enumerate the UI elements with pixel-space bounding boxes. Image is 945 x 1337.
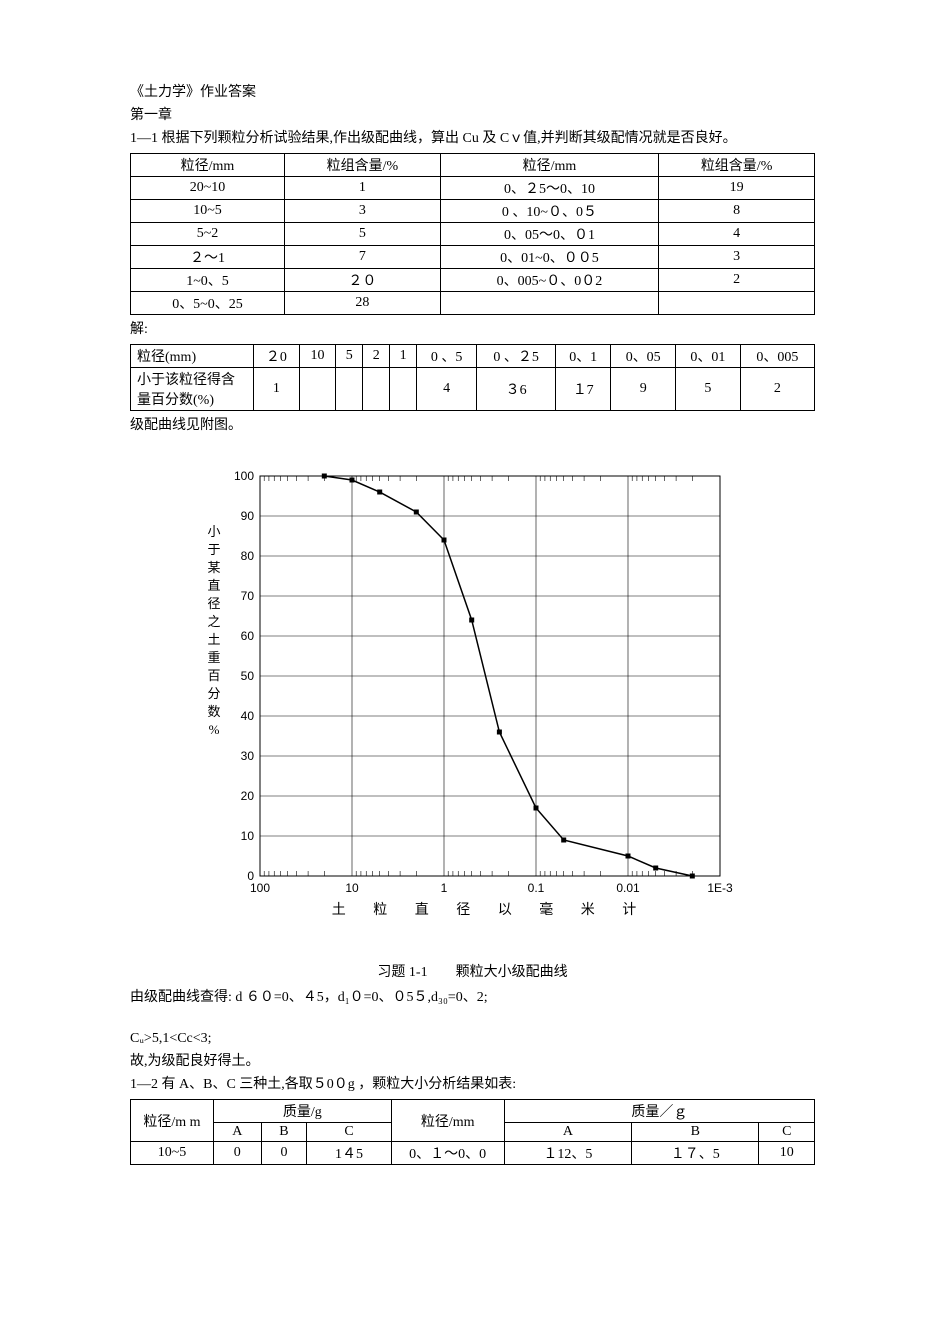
table-row: ２～170、01~0、００53 [131,246,815,269]
svg-text:20: 20 [241,789,255,803]
problem-1-2: 1—2 有 A、B、C 三种土,各取５0０g ，颗粒大小分析结果如表: [130,1074,815,1095]
table-row: 10~5 0 0 1４5 0、１～0、0 １12、5 １７、5 10 [131,1142,815,1165]
svg-text:70: 70 [241,589,255,603]
svg-text:1: 1 [441,881,448,895]
svg-text:40: 40 [241,709,255,723]
svg-text:小: 小 [207,524,220,539]
svg-text:30: 30 [241,749,255,763]
svg-text:10: 10 [345,881,359,895]
svg-text:%: % [209,722,220,737]
table-particle-groups: 粒径/mm 粒组含量/% 粒径/mm 粒组含量/% 20~1010、２5～0、1… [130,153,815,315]
solution-label: 解: [130,319,815,340]
svg-text:90: 90 [241,509,255,523]
svg-text:之: 之 [207,614,220,629]
svg-text:0.01: 0.01 [616,881,640,895]
svg-text:60: 60 [241,629,255,643]
t2-r1-label: 粒径(mm) [131,345,254,368]
t3-h-left: 粒径/m m [131,1100,214,1142]
svg-text:数: 数 [207,704,220,719]
t1-h0: 粒径/mm [131,154,285,177]
d-values: 由级配曲线查得: d ６０=0、４5，d₁０=0、０5５,d₃₀=0、2; [130,987,815,1008]
cu-cc: Cᵤ>5,1<Cc<3; [130,1028,815,1049]
table-row: 1~0、5２０0、005~０、0０22 [131,269,815,292]
curve-note: 级配曲线见附图。 [130,415,815,436]
table-abc-soils: 粒径/m m 质量/g 粒径/mm 质量／ｇ A B C A B C 10~5 … [130,1099,815,1165]
t1-h2: 粒径/mm [440,154,658,177]
t1-h3: 粒组含量/% [659,154,815,177]
chart-caption: 习题 1-1 颗粒大小级配曲线 [130,961,815,981]
t1-h1: 粒组含量/% [284,154,440,177]
table-row: 20~1010、２5～0、1019 [131,177,815,200]
svg-text:100: 100 [250,881,270,895]
svg-text:土 粒 直 径 以 毫 米 计: 土 粒 直 径 以 毫 米 计 [332,901,649,918]
svg-text:于: 于 [207,542,220,557]
svg-text:分: 分 [207,686,220,701]
chapter-label: 第一章 [130,105,815,126]
svg-text:0.1: 0.1 [528,881,545,895]
svg-text:重: 重 [207,650,220,665]
svg-text:10: 10 [241,829,255,843]
svg-text:直: 直 [207,578,220,593]
conclusion: 故,为级配良好得土。 [130,1051,815,1072]
t3-h-mass2: 质量／ｇ [504,1100,814,1123]
svg-text:径: 径 [207,596,220,611]
svg-text:土: 土 [207,632,220,647]
t2-r2-label: 小于该粒径得含量百分数(%) [131,368,254,411]
table-row: 5~250、05～0、０14 [131,223,815,246]
doc-title: 《土力学》作业答案 [130,82,815,103]
svg-text:50: 50 [241,669,255,683]
t3-h-mass: 质量/g [214,1100,392,1123]
svg-text:80: 80 [241,549,255,563]
table-row: 0、5~0、2528 [131,292,815,315]
svg-text:100: 100 [234,469,254,483]
table-row: 10~530 、10~０、0５8 [131,200,815,223]
t3-h-right: 粒径/mm [391,1100,504,1142]
problem-1-1: 1—1 根据下列颗粒分析试验结果,作出级配曲线，算出 Cu 及 Cｖ值,并判断其… [130,128,815,149]
svg-text:1E-3: 1E-3 [707,881,733,895]
table-cumulative: 粒径(mm) ２0 10 5 2 1 0 、5 0 、２5 0、1 0、05 0… [130,344,815,411]
svg-text:某: 某 [207,560,220,575]
gradation-chart: 01020304050607080901001001010.10.011E-3小… [190,466,815,941]
svg-text:百: 百 [207,668,220,683]
